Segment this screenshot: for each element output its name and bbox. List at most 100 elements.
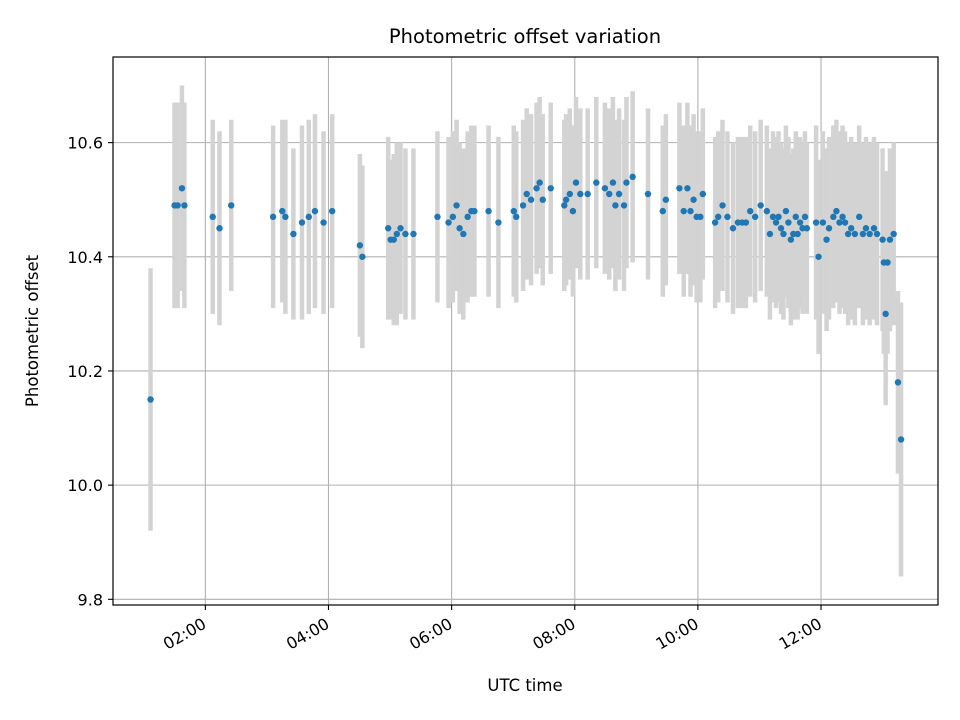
- data-point: [298, 219, 306, 226]
- data-point: [290, 230, 297, 238]
- y-tick-label: 10.6: [67, 134, 103, 153]
- data-point: [711, 219, 719, 226]
- data-point: [697, 213, 704, 221]
- data-point: [757, 202, 764, 209]
- data-point: [397, 225, 404, 232]
- y-axis: 9.8 10.0 10.2 10.4 10.6: [67, 134, 113, 609]
- data-point: [178, 185, 186, 192]
- x-axis-label: UTC time: [487, 676, 562, 695]
- data-point: [897, 436, 905, 443]
- data-point: [593, 179, 600, 186]
- data-point: [449, 213, 457, 221]
- data-point: [719, 202, 726, 209]
- data-point: [629, 173, 636, 181]
- data-point: [803, 225, 811, 232]
- data-point: [485, 207, 492, 215]
- data-point: [320, 219, 327, 226]
- data-point: [699, 190, 707, 198]
- data-point: [812, 219, 820, 226]
- data-point: [181, 202, 188, 209]
- data-point: [445, 219, 452, 226]
- data-point: [385, 225, 392, 232]
- data-point: [402, 230, 409, 238]
- data-points: [147, 173, 905, 443]
- data-point: [825, 225, 833, 232]
- data-point: [659, 207, 666, 215]
- data-point: [471, 207, 478, 215]
- data-point: [209, 213, 216, 221]
- y-tick-label: 10.0: [67, 476, 103, 495]
- data-point: [174, 202, 181, 209]
- data-point: [775, 213, 782, 221]
- data-point: [839, 213, 846, 221]
- data-point: [859, 230, 867, 238]
- data-point: [879, 236, 886, 243]
- data-point: [566, 190, 574, 198]
- data-point: [884, 259, 891, 266]
- data-point: [676, 185, 683, 192]
- data-point: [547, 185, 554, 192]
- data-point: [147, 396, 154, 403]
- data-point: [687, 207, 694, 215]
- data-point: [894, 379, 902, 386]
- data-point: [870, 225, 878, 232]
- plot-frame: [112, 56, 939, 606]
- data-point: [562, 196, 570, 203]
- data-point: [724, 213, 731, 221]
- data-point: [390, 236, 397, 243]
- data-point: [572, 179, 580, 186]
- data-point: [684, 185, 691, 192]
- data-point: [890, 230, 897, 238]
- data-point: [882, 310, 889, 318]
- data-point: [801, 213, 809, 221]
- data-point: [742, 219, 750, 226]
- data-point: [434, 213, 441, 221]
- data-point: [453, 202, 460, 209]
- data-point: [523, 190, 530, 198]
- y-axis-label: Photometric offset: [23, 254, 42, 407]
- data-point: [519, 202, 527, 209]
- data-point: [794, 230, 801, 238]
- y-tick-label: 10.4: [67, 248, 103, 267]
- data-point: [410, 230, 417, 238]
- data-point: [228, 202, 235, 209]
- data-point: [216, 225, 223, 232]
- data-point: [495, 219, 502, 226]
- data-point: [510, 207, 518, 215]
- data-point: [847, 225, 855, 232]
- data-point: [766, 230, 774, 238]
- data-point: [539, 196, 546, 203]
- data-point: [612, 202, 619, 209]
- data-point: [836, 219, 843, 226]
- data-point: [577, 190, 584, 198]
- data-point: [584, 190, 591, 198]
- y-tick-label: 9.8: [78, 590, 103, 609]
- data-point: [844, 230, 852, 238]
- data-point: [623, 179, 630, 186]
- data-point: [886, 236, 894, 243]
- data-point: [690, 196, 697, 203]
- data-point: [777, 225, 785, 232]
- data-point: [780, 230, 787, 238]
- data-point: [841, 219, 849, 226]
- data-point: [561, 202, 568, 209]
- data-point: [601, 185, 609, 192]
- data-point: [533, 185, 540, 192]
- data-point: [782, 207, 790, 215]
- data-point: [527, 196, 535, 203]
- data-point: [513, 213, 520, 221]
- data-point: [269, 213, 277, 221]
- data-point: [851, 230, 859, 238]
- data-point: [796, 219, 804, 226]
- data-point: [311, 207, 319, 215]
- data-point: [393, 230, 401, 238]
- data-point: [785, 219, 792, 226]
- data-point: [609, 179, 617, 186]
- data-point: [866, 230, 873, 238]
- data-point: [729, 225, 737, 232]
- data-point: [815, 253, 822, 260]
- data-point: [819, 219, 827, 226]
- data-point: [792, 213, 799, 221]
